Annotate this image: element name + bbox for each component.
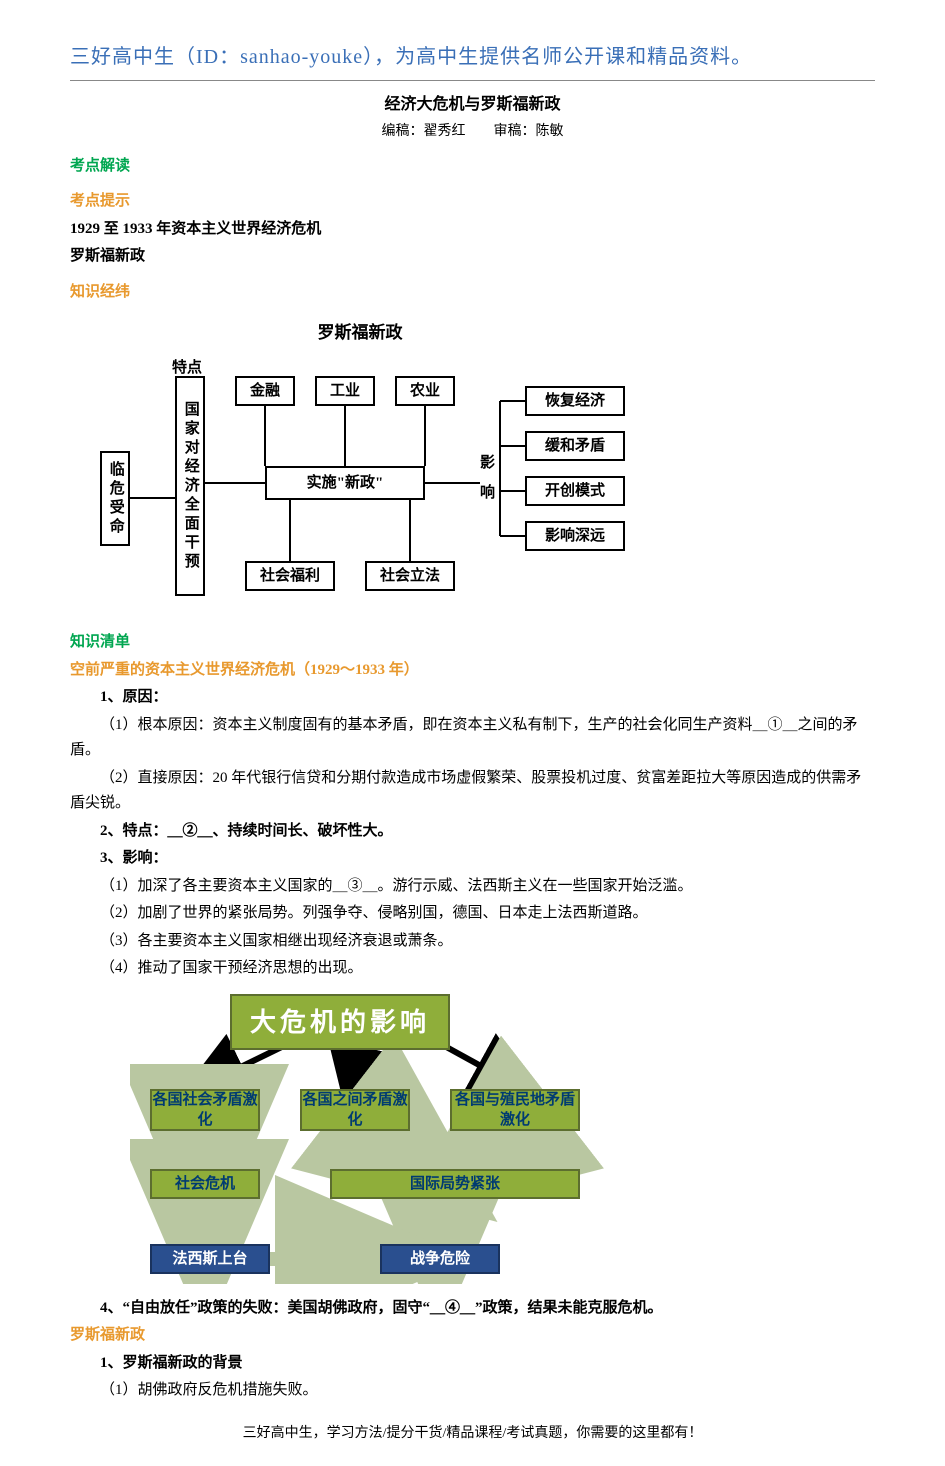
d2-m2: 国际局势紧张 — [330, 1169, 580, 1199]
diagram-crisis-impact: 大危机的影响 各国社会矛盾激化 各国之间矛盾激化 各国与殖民地矛盾激化 社会危机… — [130, 994, 610, 1284]
p3a: （1）加深了各主要资本主义国家的＿③＿。游行示威、法西斯主义在一些国家开始泛滥。 — [70, 874, 875, 900]
d1-bot2: 社会立法 — [365, 561, 455, 591]
d2-m1: 社会危机 — [150, 1169, 260, 1199]
d2-t2: 各国之间矛盾激化 — [300, 1089, 410, 1131]
d1-top3: 农业 — [395, 376, 455, 406]
diagram-new-deal: 罗斯福新政 — [100, 319, 875, 616]
section-zhishi-qingdan: 知识清单 — [70, 630, 875, 656]
p1: 1、原因： — [70, 685, 875, 711]
p3: 3、影响： — [70, 846, 875, 872]
d1-ying-label: 影 — [480, 451, 495, 477]
sub-roosevelt: 罗斯福新政 — [70, 1323, 875, 1349]
p3d: （4）推动了国家干预经济思想的出现。 — [70, 956, 875, 982]
d1-center: 实施"新政" — [265, 466, 425, 500]
p2: 2、特点：＿②＿、持续时间长、破坏性大。 — [70, 819, 875, 845]
d1-top1: 金融 — [235, 376, 295, 406]
section-kaodian-tishi: 考点提示 — [70, 189, 875, 215]
p3c: （3）各主要资本主义国家相继出现经济衰退或萧条。 — [70, 929, 875, 955]
section-kaodian-jiedu: 考点解读 — [70, 154, 875, 180]
d2-b1: 法西斯上台 — [150, 1244, 270, 1274]
d1-r2: 缓和矛盾 — [525, 431, 625, 461]
section-zhishi-jingwei: 知识经纬 — [70, 280, 875, 306]
p4: 4、“自由放任”政策的失败：美国胡佛政府，固守“＿④＿”政策，结果未能克服危机。 — [70, 1296, 875, 1322]
d1-bot1: 社会福利 — [245, 561, 335, 591]
d2-t2-text: 各国之间矛盾激化 — [302, 1090, 408, 1129]
d2-t1-text: 各国社会矛盾激化 — [152, 1090, 258, 1129]
d1-left2: 国家对经济全面干预 — [175, 376, 205, 596]
d1-xiang-label: 响 — [480, 481, 495, 507]
p1b: （2）直接原因：20 年代银行信贷和分期付款造成市场虚假繁荣、股票投机过度、贫富… — [70, 766, 875, 817]
line-roosevelt: 罗斯福新政 — [70, 244, 875, 270]
p1a: （1）根本原因：资本主义制度固有的基本矛盾，即在资本主义私有制下，生产的社会化同… — [70, 713, 875, 764]
d2-t3: 各国与殖民地矛盾激化 — [450, 1089, 580, 1131]
page-footer: 三好高中生，学习方法/提分干货/精品课程/考试真题，你需要的这里都有！ — [70, 1422, 875, 1446]
p5: 1、罗斯福新政的背景 — [70, 1351, 875, 1377]
doc-title: 经济大危机与罗斯福新政 — [70, 91, 875, 118]
d1-r1: 恢复经济 — [525, 386, 625, 416]
p3b: （2）加剧了世界的紧张局势。列强争夺、侵略别国，德国、日本走上法西斯道路。 — [70, 901, 875, 927]
d1-r4: 影响深远 — [525, 521, 625, 551]
diagram1-title: 罗斯福新政 — [140, 319, 580, 348]
d2-title: 大危机的影响 — [230, 994, 450, 1050]
d1-top2: 工业 — [315, 376, 375, 406]
d1-left1: 临危受命 — [100, 451, 130, 546]
page-header: 三好高中生（ID：sanhao-youke），为高中生提供名师公开课和精品资料。 — [70, 40, 875, 81]
p5a: （1）胡佛政府反危机措施失败。 — [70, 1378, 875, 1404]
sub-crisis: 空前严重的资本主义世界经济危机（1929～1933 年） — [70, 658, 875, 684]
d2-b2: 战争危险 — [380, 1244, 500, 1274]
byline: 编稿：翟秀红 审稿：陈敏 — [70, 120, 875, 144]
d2-t1: 各国社会矛盾激化 — [150, 1089, 260, 1131]
line-crisis-years: 1929 至 1933 年资本主义世界经济危机 — [70, 217, 875, 243]
d1-r3: 开创模式 — [525, 476, 625, 506]
d2-t3-text: 各国与殖民地矛盾激化 — [452, 1090, 578, 1129]
